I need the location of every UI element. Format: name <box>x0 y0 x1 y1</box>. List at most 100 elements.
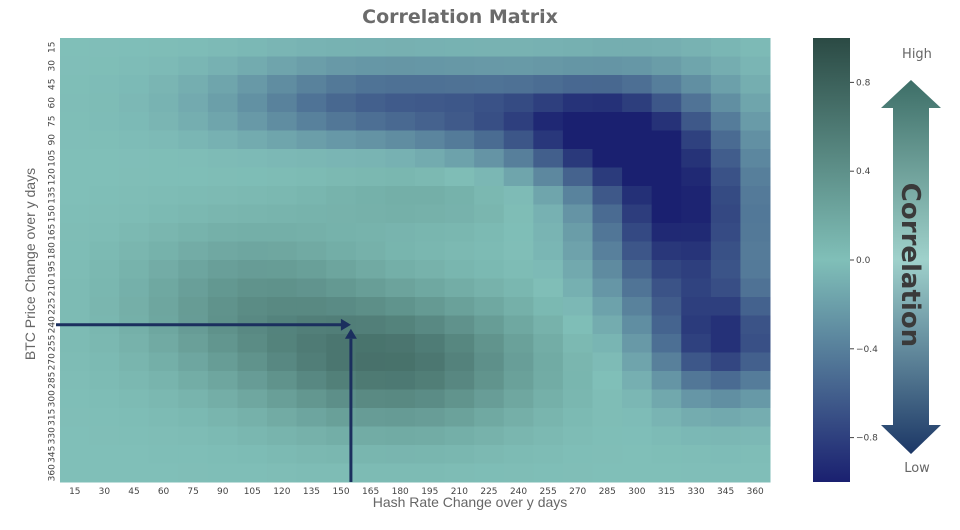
heatmap-cell <box>681 75 712 94</box>
heatmap-cell <box>740 204 771 224</box>
heatmap-cell <box>415 426 446 446</box>
heatmap-cell <box>148 149 179 168</box>
heatmap-cell <box>622 445 653 464</box>
heatmap-cell <box>60 334 91 353</box>
heatmap-cell <box>237 223 268 242</box>
heatmap-cell <box>415 463 446 483</box>
heatmap-cell <box>178 260 209 279</box>
heatmap-cell <box>119 149 150 168</box>
heatmap-cell <box>119 204 150 224</box>
heatmap-cell <box>474 167 505 187</box>
heatmap-cell <box>326 241 357 261</box>
colorbar-tick-label: 0.4 <box>856 167 871 177</box>
heatmap-cell <box>385 204 416 224</box>
heatmap-cell <box>60 352 91 372</box>
high-low-arrow <box>881 80 941 454</box>
heatmap-cell <box>681 334 712 353</box>
heatmap-cell <box>119 112 150 131</box>
low-label: Low <box>904 461 930 476</box>
heatmap-cell <box>562 260 593 279</box>
heatmap-cell <box>237 38 268 57</box>
heatmap-cell <box>148 167 179 187</box>
heatmap-cell <box>474 297 505 316</box>
colorbar-tick-label: 0.8 <box>856 78 871 88</box>
heatmap-cells <box>60 38 771 483</box>
heatmap-cell <box>444 297 475 316</box>
x-tick-label: 180 <box>392 487 409 497</box>
heatmap-cell <box>267 463 298 483</box>
heatmap-cell <box>622 93 653 113</box>
heatmap-cell <box>710 186 741 205</box>
heatmap-cell <box>651 334 682 353</box>
heatmap-cell <box>207 297 238 316</box>
heatmap-cell <box>60 278 91 298</box>
x-tick-label: 255 <box>540 487 557 497</box>
heatmap-cell <box>503 426 534 446</box>
y-tick-label: 360 <box>48 464 58 481</box>
heatmap-cell <box>119 167 150 187</box>
heatmap-cell <box>622 371 653 390</box>
heatmap-cell <box>740 278 771 298</box>
heatmap-cell <box>415 278 446 298</box>
heatmap-cell <box>178 445 209 464</box>
heatmap-cell <box>503 352 534 372</box>
heatmap-cell <box>710 278 741 298</box>
heatmap-cell <box>710 241 741 261</box>
x-tick-label: 15 <box>69 487 80 497</box>
heatmap-cell <box>385 426 416 446</box>
heatmap-cell <box>267 297 298 316</box>
heatmap-cell <box>474 75 505 94</box>
heatmap-cell <box>60 463 91 483</box>
heatmap-cell <box>237 426 268 446</box>
heatmap-cell <box>444 93 475 113</box>
heatmap-cell <box>503 463 534 483</box>
heatmap-cell <box>207 241 238 261</box>
heatmap-cell <box>355 463 386 483</box>
heatmap-cell <box>740 167 771 187</box>
heatmap-cell <box>681 463 712 483</box>
heatmap-cell <box>651 149 682 168</box>
heatmap-cell <box>296 463 327 483</box>
heatmap-cell <box>533 389 564 409</box>
heatmap-cell <box>533 426 564 446</box>
heatmap-cell <box>562 352 593 372</box>
heatmap-cell <box>89 352 120 372</box>
heatmap-cell <box>178 38 209 57</box>
heatmap-cell <box>622 389 653 409</box>
x-tick-label: 270 <box>569 487 586 497</box>
x-tick-labels: 15 30 45 60 75 90 105 120 135 150 165 180 195 210 225 2… <box>69 487 764 497</box>
heatmap-cell <box>326 38 357 57</box>
heatmap-cell <box>503 112 534 131</box>
heatmap-cell <box>355 56 386 76</box>
heatmap-cell <box>740 408 771 427</box>
heatmap-cell <box>178 297 209 316</box>
heatmap-cell <box>710 38 741 57</box>
heatmap-cell <box>592 408 623 427</box>
heatmap-cell <box>119 445 150 464</box>
heatmap-cell <box>622 297 653 316</box>
heatmap-cell <box>207 75 238 94</box>
heatmap-cell <box>385 112 416 131</box>
heatmap-cell <box>651 38 682 57</box>
heatmap-cell <box>415 75 446 94</box>
heatmap-cell <box>710 297 741 316</box>
heatmap-cell <box>740 445 771 464</box>
heatmap-cell <box>622 149 653 168</box>
colorbar-tick-label: −0.4 <box>856 345 878 355</box>
heatmap-cell <box>651 315 682 335</box>
y-tick-label: 285 <box>48 372 58 389</box>
heatmap-cell <box>562 371 593 390</box>
heatmap-cell <box>651 93 682 113</box>
heatmap-cell <box>60 93 91 113</box>
heatmap-cell <box>326 260 357 279</box>
heatmap-cell <box>237 297 268 316</box>
heatmap-cell <box>267 149 298 168</box>
heatmap-cell <box>119 463 150 483</box>
heatmap-cell <box>296 445 327 464</box>
heatmap-cell <box>178 93 209 113</box>
heatmap-cell <box>296 389 327 409</box>
heatmap-cell <box>385 56 416 76</box>
heatmap-cell <box>296 149 327 168</box>
heatmap-cell <box>89 186 120 205</box>
heatmap-cell <box>503 75 534 94</box>
